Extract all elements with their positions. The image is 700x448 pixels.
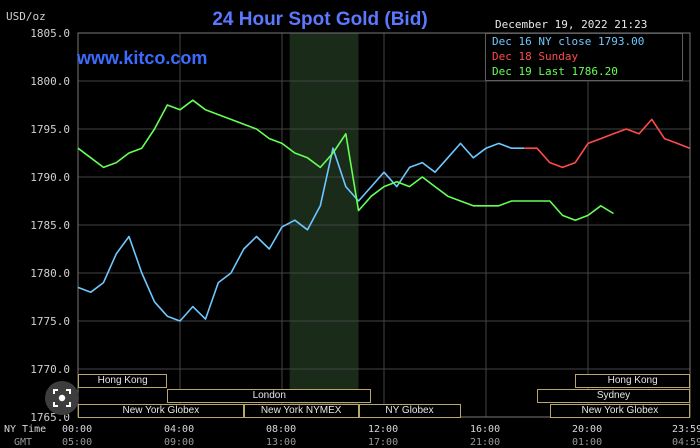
gmt-time-tick: 01:00 (572, 437, 603, 448)
gmt-time-tick: 17:00 (368, 437, 399, 448)
watermark: www.kitco.com (77, 48, 208, 68)
gmt-label: GMT (14, 437, 33, 448)
y-tick-label: 1775.0 (30, 315, 70, 328)
y-axis-unit: USD/oz (6, 10, 46, 23)
y-tick-label: 1780.0 (30, 267, 70, 280)
series-line-1 (524, 118, 690, 169)
y-tick-label: 1795.0 (30, 123, 70, 136)
y-tick-label: 1770.0 (30, 363, 70, 376)
gmt-time-tick: 04:59 (672, 437, 700, 448)
ny-time-tick: 23:59 (672, 424, 700, 435)
chart-datetime: December 19, 2022 21:23 (495, 18, 648, 31)
ny-time-tick: 20:00 (572, 424, 603, 435)
legend: Dec 16 NY close 1793.00 Dec 18 Sunday De… (485, 33, 683, 81)
series-line-2 (77, 99, 614, 221)
gmt-time-tick: 05:00 (62, 437, 93, 448)
chart-title: 24 Hour Spot Gold (Bid) (212, 9, 428, 30)
ny-time-label: NY Time (4, 424, 47, 435)
gmt-time-tick: 21:00 (470, 437, 501, 448)
image-search-button[interactable] (45, 381, 79, 415)
legend-entry-dec19: Dec 19 Last 1786.20 (492, 65, 618, 78)
ny-time-tick: 00:00 (62, 424, 93, 435)
y-tick-label: 1790.0 (30, 171, 70, 184)
gmt-time-tick: 09:00 (164, 437, 195, 448)
ny-time-tick: 04:00 (164, 424, 195, 435)
image-search-icon (53, 389, 71, 407)
ny-time-tick: 08:00 (266, 424, 297, 435)
ny-time-tick: 16:00 (470, 424, 501, 435)
gmt-time-tick: 13:00 (266, 437, 297, 448)
legend-entry-dec16: Dec 16 NY close 1793.00 (492, 35, 645, 48)
ny-time-tick: 12:00 (368, 424, 399, 435)
y-tick-label: 1800.0 (30, 75, 70, 88)
y-tick-label: 1785.0 (30, 219, 70, 232)
legend-entry-dec18: Dec 18 Sunday (492, 50, 579, 63)
y-tick-label: 1805.0 (30, 27, 70, 40)
series-line-0 (77, 142, 525, 322)
